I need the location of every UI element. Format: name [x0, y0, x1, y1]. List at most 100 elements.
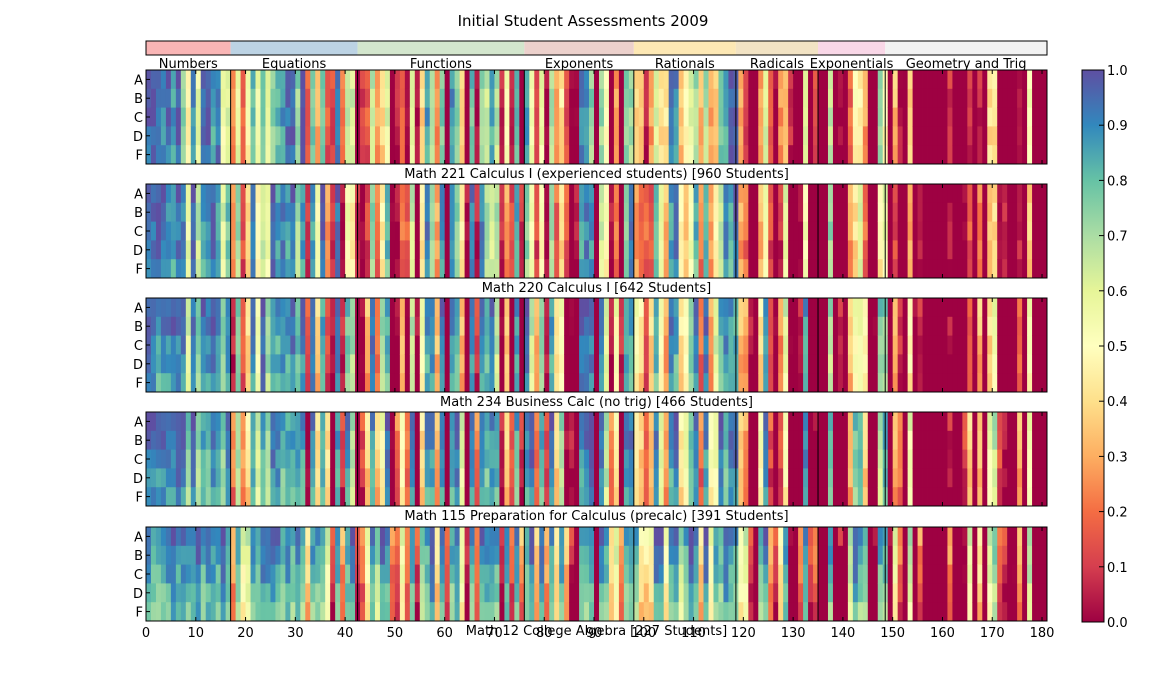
heatmap-cell: [678, 202, 685, 222]
heatmap-cell: [260, 430, 266, 450]
heatmap-cell: [374, 335, 381, 355]
heatmap-cell: [569, 88, 575, 108]
heatmap-cell: [837, 583, 844, 603]
heatmap-cell: [798, 468, 804, 488]
heatmap-cell: [887, 126, 894, 146]
heatmap-cell: [310, 202, 316, 222]
heatmap-cell: [618, 468, 625, 488]
heatmap-cell: [703, 221, 709, 241]
heatmap-cell: [499, 430, 505, 450]
heatmap-cell: [872, 202, 879, 222]
heatmap-cell: [539, 184, 545, 204]
heatmap-cell: [230, 449, 236, 469]
heatmap-cell: [270, 259, 276, 279]
heatmap-cell: [1042, 373, 1048, 393]
heatmap-cell: [310, 564, 316, 584]
heatmap-cell: [524, 545, 530, 565]
heatmap-cell: [822, 583, 829, 603]
heatmap-cell: [479, 468, 485, 488]
heatmap-cell: [917, 430, 923, 450]
heatmap-cell: [330, 583, 336, 603]
heatmap-cell: [519, 487, 525, 507]
heatmap-cell: [887, 527, 894, 547]
heatmap-cell: [952, 412, 958, 432]
heatmap-cell: [693, 564, 699, 584]
heatmap-cell: [474, 240, 480, 260]
heatmap-cell: [678, 145, 685, 165]
heatmap-cell: [529, 564, 535, 584]
heatmap-cell: [753, 88, 759, 108]
heatmap-cell: [818, 259, 824, 279]
heatmap-cell: [399, 88, 406, 108]
heatmap-cell: [409, 316, 416, 336]
heatmap-cell: [564, 545, 570, 565]
heatmap-cell: [335, 126, 341, 146]
heatmap-cell: [315, 430, 321, 450]
heatmap-cell: [215, 527, 222, 547]
heatmap-cell: [768, 430, 774, 450]
heatmap-cell: [623, 107, 630, 127]
heatmap-cell: [1037, 354, 1043, 374]
heatmap-cell: [564, 430, 570, 450]
heatmap-cell: [962, 184, 968, 204]
row-label: B: [134, 92, 143, 107]
heatmap-cell: [260, 298, 266, 318]
heatmap-cell: [912, 221, 918, 241]
heatmap-cell: [668, 70, 675, 90]
heatmap-cell: [270, 316, 276, 336]
heatmap-cell: [773, 240, 779, 260]
heatmap-cell: [524, 316, 530, 336]
heatmap-cell: [190, 430, 197, 450]
heatmap-cell: [424, 449, 431, 469]
heatmap-cell: [409, 354, 416, 374]
heatmap-cell: [464, 564, 470, 584]
heatmap-cell: [360, 527, 366, 547]
heatmap-cell: [250, 221, 256, 241]
heatmap-cell: [514, 583, 520, 603]
heatmap-cell: [803, 373, 809, 393]
heatmap-cell: [444, 564, 451, 584]
heatmap-cell: [255, 412, 261, 432]
heatmap-cell: [862, 316, 869, 336]
heatmap-cell: [424, 88, 431, 108]
heatmap-cell: [589, 602, 595, 622]
heatmap-cell: [753, 335, 759, 355]
heatmap-cell: [628, 107, 635, 127]
heatmap-cell: [240, 583, 246, 603]
heatmap-cell: [394, 202, 401, 222]
heatmap-cell: [280, 412, 286, 432]
heatmap-cell: [768, 564, 774, 584]
heatmap-cell: [683, 298, 689, 318]
heatmap-cell: [474, 487, 480, 507]
heatmap-cell: [1032, 412, 1038, 432]
heatmap-cell: [758, 373, 764, 393]
heatmap-cell: [768, 240, 774, 260]
heatmap-cell: [225, 70, 232, 90]
colorbar-tick-label: 0.4: [1107, 395, 1128, 410]
heatmap-cell: [165, 259, 172, 279]
heatmap-cell: [175, 240, 182, 260]
heatmap-cell: [917, 354, 923, 374]
heatmap-cell: [474, 545, 480, 565]
heatmap-cell: [305, 412, 311, 432]
heatmap-cell: [1032, 430, 1038, 450]
heatmap-cell: [210, 602, 217, 622]
heatmap-cell: [753, 107, 759, 127]
heatmap-cell: [345, 430, 351, 450]
heatmap-cell: [608, 564, 615, 584]
heatmap-cell: [240, 298, 246, 318]
heatmap-cell: [1007, 564, 1013, 584]
heatmap-cell: [768, 145, 774, 165]
heatmap-cell: [783, 449, 789, 469]
heatmap-cell: [628, 221, 635, 241]
heatmap-cell: [330, 354, 336, 374]
heatmap-cell: [484, 564, 490, 584]
heatmap-cell: [708, 430, 714, 450]
heatmap-cell: [668, 259, 675, 279]
heatmap-cell: [250, 354, 256, 374]
heatmap-cell: [922, 430, 928, 450]
heatmap-cell: [932, 298, 938, 318]
heatmap-cell: [589, 240, 595, 260]
heatmap-cell: [564, 240, 570, 260]
heatmap-cell: [867, 88, 874, 108]
